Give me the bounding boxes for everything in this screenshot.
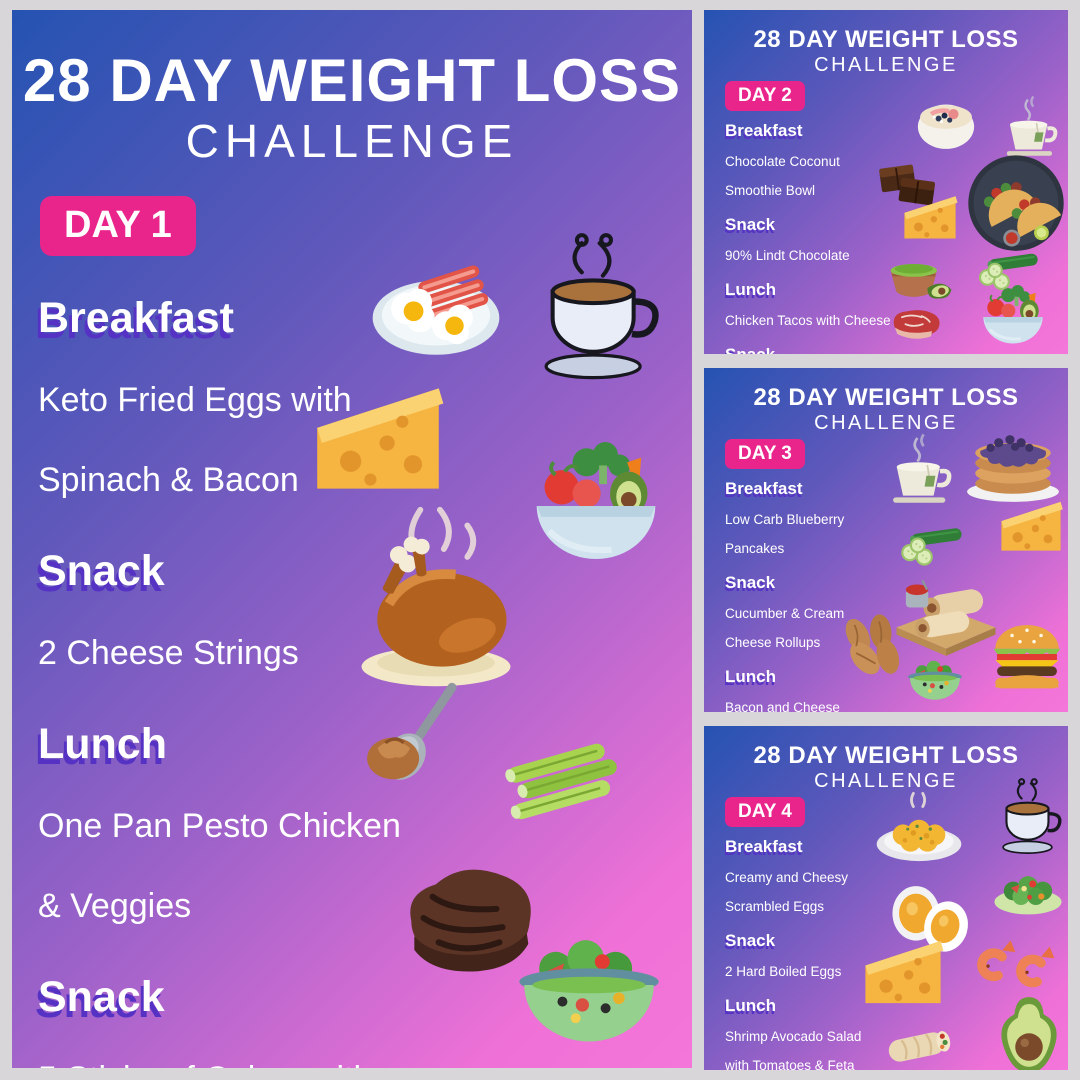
meal-item-line: Low Carb Blueberry (725, 511, 845, 527)
meal-heading: Breakfast (725, 121, 803, 140)
meal-list: Breakfast Creamy and Cheesy Scrambled Eg… (725, 820, 940, 1070)
page-title: 28 DAY WEIGHT LOSS (753, 742, 1019, 769)
meal-heading: Breakfast (38, 294, 234, 342)
celery-sticks-icon (450, 716, 668, 838)
meal-item-line: Scrambled Eggs (725, 898, 825, 914)
meal-lunch: Lunch One Pan Pesto Chicken & Veggies (38, 719, 518, 929)
meal-heading: Snack (38, 547, 165, 595)
meal-list: Breakfast Low Carb Blueberry Pancakes Sn… (725, 462, 940, 712)
salad-bowl-icon (480, 902, 692, 1068)
meal-heading: Lunch (725, 996, 776, 1015)
meal-list: Breakfast Chocolate Coconut Smoothie Bow… (725, 104, 940, 354)
meal-heading: Lunch (725, 667, 776, 686)
meal-lunch: Lunch Shrimp Avocado Salad with Tomatoes… (725, 996, 940, 1070)
meal-snack-1: Snack Cucumber & Cream Cheese Rollups (725, 573, 940, 650)
page-subtitle: CHALLENGE (185, 115, 519, 167)
coffee-cup-icon (517, 208, 679, 408)
meal-lunch: Lunch Bacon and Cheese Keto Stromboli (725, 667, 940, 712)
meal-heading: Breakfast (725, 837, 803, 856)
meal-item-line: & Veggies (38, 887, 192, 925)
day-4-panel: 28 DAY WEIGHT LOSS CHALLENGE DAY 4 Break… (704, 726, 1068, 1070)
meal-item-line: Cheese Rollups (725, 634, 821, 650)
meal-heading: Lunch (38, 720, 167, 768)
meal-breakfast: Breakfast Keto Fried Eggs with Spinach &… (38, 293, 518, 503)
salad-bowl-icon (884, 646, 986, 710)
meal-item-line: Spinach & Bacon (38, 461, 299, 499)
salad-plate-icon (984, 852, 1068, 930)
page-title: 28 DAY WEIGHT LOSS (753, 384, 1019, 411)
meal-snack-1: Snack 2 Hard Boiled Eggs (725, 931, 940, 979)
meal-item-line: with Tomatoes & Feta (725, 1057, 855, 1071)
page-subtitle: CHALLENGE (814, 412, 958, 434)
meal-item-line: Pancakes (725, 540, 785, 556)
page-title: 28 DAY WEIGHT LOSS (753, 26, 1019, 53)
chicken-wrap-icon (856, 1006, 980, 1070)
meal-snack-2: Snack Guacamole with Cucumber Slices (725, 345, 940, 354)
meal-breakfast: Breakfast Chocolate Coconut Smoothie Bow… (725, 121, 940, 198)
meal-heading: Snack (38, 973, 165, 1021)
meal-item-line: 90% Lindt Chocolate (725, 247, 850, 263)
meal-item-line: Shrimp Avocado Salad (725, 1028, 862, 1044)
day-badge: DAY 3 (725, 439, 805, 469)
cheese-wedge-icon (302, 362, 454, 518)
meal-item-line: Chocolate Coconut (725, 153, 840, 169)
meal-heading: Snack (725, 345, 940, 354)
roast-chicken-icon (327, 502, 545, 698)
day-2-panel: 28 DAY WEIGHT LOSS CHALLENGE DAY 2 Break… (704, 10, 1068, 354)
meal-heading: Breakfast (725, 479, 803, 498)
fried-eggs-bacon-icon (330, 236, 542, 368)
scrambled-eggs-icon (848, 784, 990, 878)
meal-item-line: Cucumber & Cream (725, 605, 845, 621)
day-badge: DAY 2 (725, 81, 805, 111)
veggie-bowl-icon (966, 278, 1060, 354)
day-badge: DAY 1 (40, 196, 196, 256)
meal-item-line: Keto Fried Eggs with (38, 381, 352, 419)
page-subtitle: CHALLENGE (814, 770, 958, 792)
meal-heading: Snack (725, 573, 776, 592)
meal-item-line: Creamy and Cheesy (725, 869, 849, 885)
meal-heading: Snack (725, 931, 776, 950)
meal-item-line: 2 Cheese Strings (38, 634, 299, 672)
meal-lunch: Lunch Chicken Tacos with Cheese (725, 280, 940, 328)
avocado-icon (986, 988, 1068, 1070)
meal-list: Breakfast Keto Fried Eggs with Spinach &… (38, 250, 518, 1068)
day-3-panel: 28 DAY WEIGHT LOSS CHALLENGE DAY 3 Break… (704, 368, 1068, 712)
meal-item-line: One Pan Pesto Chicken (38, 807, 401, 845)
meal-heading: Snack (725, 215, 776, 234)
meal-item-line: 2 Hard Boiled Eggs (725, 963, 842, 979)
meal-snack-1: Snack 90% Lindt Chocolate (725, 215, 940, 263)
tea-cup-icon (876, 414, 966, 516)
meal-item-line: Smoothie Bowl (725, 182, 816, 198)
raw-beef-icon (868, 294, 966, 352)
page-title: 28 DAY WEIGHT LOSS (22, 47, 682, 114)
cheeseburger-icon (978, 610, 1068, 698)
meal-snack-1: Snack 2 Cheese Strings (38, 546, 518, 676)
meal-item-line: Chicken Tacos with Cheese (725, 312, 891, 328)
meal-heading: Lunch (725, 280, 776, 299)
meal-breakfast: Breakfast Creamy and Cheesy Scrambled Eg… (725, 837, 940, 914)
meal-item-line: Bacon and Cheese (725, 699, 840, 713)
meal-item-line: 5 Sticks of Celery with (38, 1056, 518, 1068)
page-subtitle: CHALLENGE (814, 54, 958, 76)
meal-snack-2: Snack 5 Sticks of Celery with 2 Tbsp Pea… (38, 972, 518, 1068)
day-badge: DAY 4 (725, 797, 805, 827)
meal-breakfast: Breakfast Low Carb Blueberry Pancakes (725, 479, 940, 556)
day-1-panel: 28 DAY WEIGHT LOSS CHALLENGE DAY 1 Break… (12, 10, 692, 1068)
